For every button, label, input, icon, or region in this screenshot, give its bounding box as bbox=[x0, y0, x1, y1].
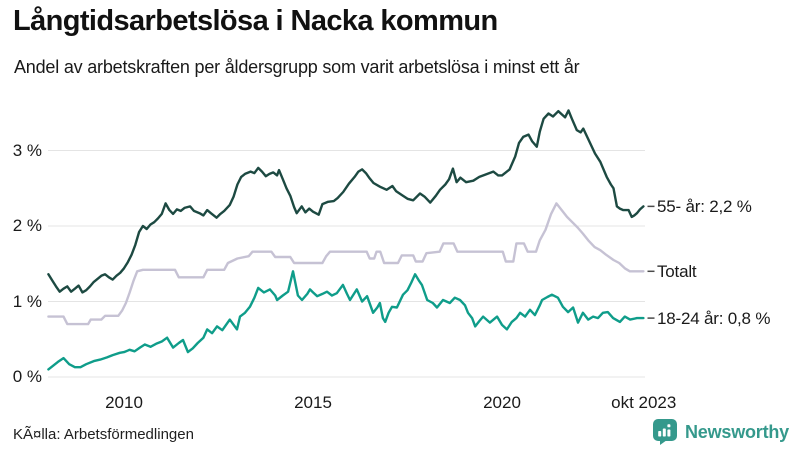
y-axis-tick-label: 2 % bbox=[12, 216, 42, 235]
series-label-totalt: Totalt bbox=[657, 261, 697, 281]
series-line-55-r bbox=[47, 109, 645, 294]
newsworthy-wordmark: Newsworthy bbox=[684, 421, 789, 442]
series-label-55-r: 55- år: 2,2 % bbox=[657, 196, 752, 216]
x-axis-tick-label: okt 2023 bbox=[611, 393, 677, 412]
x-axis-tick-label: 2020 bbox=[483, 393, 521, 412]
series-line-totalt bbox=[47, 202, 645, 326]
series-label-18-24-r: 18-24 år: 0,8 % bbox=[657, 308, 771, 328]
y-axis-tick-label: 0 % bbox=[12, 367, 42, 386]
x-axis-tick-label: 2015 bbox=[294, 393, 332, 412]
page-subtitle: Andel av arbetskraften per åldersgrupp s… bbox=[14, 57, 580, 77]
page-title: Långtidsarbetslösa i Nacka kommun bbox=[13, 5, 498, 37]
newsworthy-logo-icon bbox=[652, 419, 677, 445]
series-line-18-24-r bbox=[47, 270, 645, 371]
y-axis-tick-label: 3 % bbox=[12, 140, 42, 160]
x-axis-tick-label: 2010 bbox=[105, 393, 143, 412]
y-axis-tick-label: 1 % bbox=[12, 291, 42, 311]
newsworthy-brand: Newsworthy bbox=[652, 418, 789, 446]
source-note: KÃ¤lla: Arbetsförmedlingen bbox=[13, 426, 194, 443]
